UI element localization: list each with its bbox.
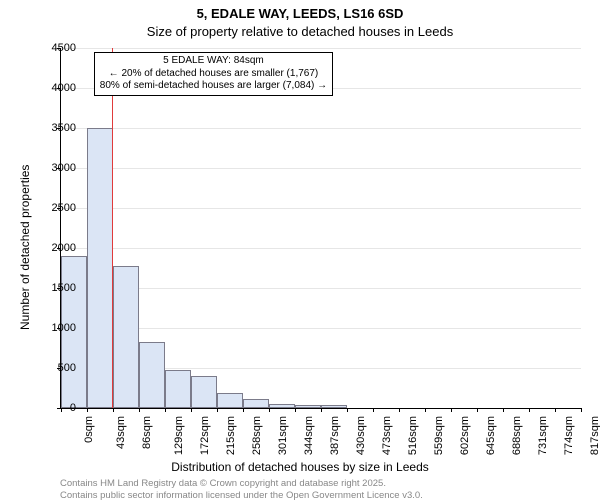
xtick-mark bbox=[87, 408, 88, 412]
property-marker-line bbox=[112, 48, 113, 408]
xtick-mark bbox=[425, 408, 426, 412]
xtick-label: 0sqm bbox=[83, 416, 95, 443]
chart-container: 5, EDALE WAY, LEEDS, LS16 6SD Size of pr… bbox=[0, 0, 600, 500]
xtick-mark bbox=[269, 408, 270, 412]
xtick-mark bbox=[191, 408, 192, 412]
xtick-label: 473sqm bbox=[381, 416, 393, 455]
xtick-label: 430sqm bbox=[355, 416, 367, 455]
xtick-label: 43sqm bbox=[115, 416, 127, 449]
ytick-label: 2500 bbox=[52, 202, 76, 214]
xtick-label: 516sqm bbox=[407, 416, 419, 455]
grid-line bbox=[61, 168, 581, 169]
plot-area: 5 EDALE WAY: 84sqm ← 20% of detached hou… bbox=[60, 48, 581, 409]
xtick-mark bbox=[373, 408, 374, 412]
xtick-mark bbox=[399, 408, 400, 412]
xtick-label: 645sqm bbox=[485, 416, 497, 455]
xtick-mark bbox=[529, 408, 530, 412]
xtick-label: 602sqm bbox=[459, 416, 471, 455]
histogram-bar bbox=[269, 404, 295, 408]
xtick-label: 86sqm bbox=[141, 416, 153, 449]
ytick-label: 4500 bbox=[52, 42, 76, 54]
xtick-mark bbox=[503, 408, 504, 412]
ytick-label: 500 bbox=[58, 362, 76, 374]
ytick-label: 0 bbox=[70, 402, 76, 414]
chart-title-line2: Size of property relative to detached ho… bbox=[0, 24, 600, 39]
xtick-label: 387sqm bbox=[329, 416, 341, 455]
xtick-mark bbox=[139, 408, 140, 412]
xtick-mark bbox=[113, 408, 114, 412]
histogram-bar bbox=[295, 405, 321, 408]
annotation-box: 5 EDALE WAY: 84sqm ← 20% of detached hou… bbox=[94, 52, 333, 96]
xtick-label: 129sqm bbox=[173, 416, 185, 455]
xtick-mark bbox=[165, 408, 166, 412]
ytick-label: 1500 bbox=[52, 282, 76, 294]
grid-line bbox=[61, 208, 581, 209]
histogram-bar bbox=[87, 128, 113, 408]
xtick-label: 817sqm bbox=[589, 416, 600, 455]
footer-line2: Contains public sector information licen… bbox=[60, 490, 423, 501]
grid-line bbox=[61, 328, 581, 329]
xtick-label: 774sqm bbox=[563, 416, 575, 455]
annotation-larger: 80% of semi-detached houses are larger (… bbox=[100, 80, 327, 93]
histogram-bar bbox=[191, 376, 217, 408]
x-axis-label: Distribution of detached houses by size … bbox=[0, 460, 600, 474]
ytick-label: 4000 bbox=[52, 82, 76, 94]
xtick-mark bbox=[347, 408, 348, 412]
grid-line bbox=[61, 288, 581, 289]
xtick-mark bbox=[61, 408, 62, 412]
annotation-smaller: ← 20% of detached houses are smaller (1,… bbox=[100, 68, 327, 81]
xtick-mark bbox=[555, 408, 556, 412]
xtick-mark bbox=[321, 408, 322, 412]
xtick-label: 731sqm bbox=[537, 416, 549, 455]
xtick-label: 688sqm bbox=[511, 416, 523, 455]
footer-line1: Contains HM Land Registry data © Crown c… bbox=[60, 478, 386, 489]
histogram-bar bbox=[139, 342, 165, 408]
histogram-bar bbox=[217, 393, 243, 408]
xtick-label: 301sqm bbox=[277, 416, 289, 455]
grid-line bbox=[61, 248, 581, 249]
xtick-mark bbox=[217, 408, 218, 412]
xtick-mark bbox=[295, 408, 296, 412]
chart-title-line1: 5, EDALE WAY, LEEDS, LS16 6SD bbox=[0, 6, 600, 21]
histogram-bar bbox=[321, 405, 347, 408]
histogram-bar bbox=[113, 266, 139, 408]
xtick-label: 559sqm bbox=[433, 416, 445, 455]
ytick-label: 3000 bbox=[52, 162, 76, 174]
ytick-label: 1000 bbox=[52, 322, 76, 334]
xtick-label: 344sqm bbox=[303, 416, 315, 455]
xtick-label: 215sqm bbox=[225, 416, 237, 455]
xtick-mark bbox=[581, 408, 582, 412]
ytick-label: 3500 bbox=[52, 122, 76, 134]
ytick-label: 2000 bbox=[52, 242, 76, 254]
histogram-bar bbox=[165, 370, 191, 408]
xtick-mark bbox=[243, 408, 244, 412]
xtick-label: 172sqm bbox=[199, 416, 211, 455]
xtick-label: 258sqm bbox=[251, 416, 263, 455]
xtick-mark bbox=[451, 408, 452, 412]
annotation-title: 5 EDALE WAY: 84sqm bbox=[100, 55, 327, 68]
grid-line bbox=[61, 48, 581, 49]
histogram-bar bbox=[243, 399, 269, 408]
y-axis-label: Number of detached properties bbox=[18, 165, 32, 330]
xtick-mark bbox=[477, 408, 478, 412]
grid-line bbox=[61, 128, 581, 129]
